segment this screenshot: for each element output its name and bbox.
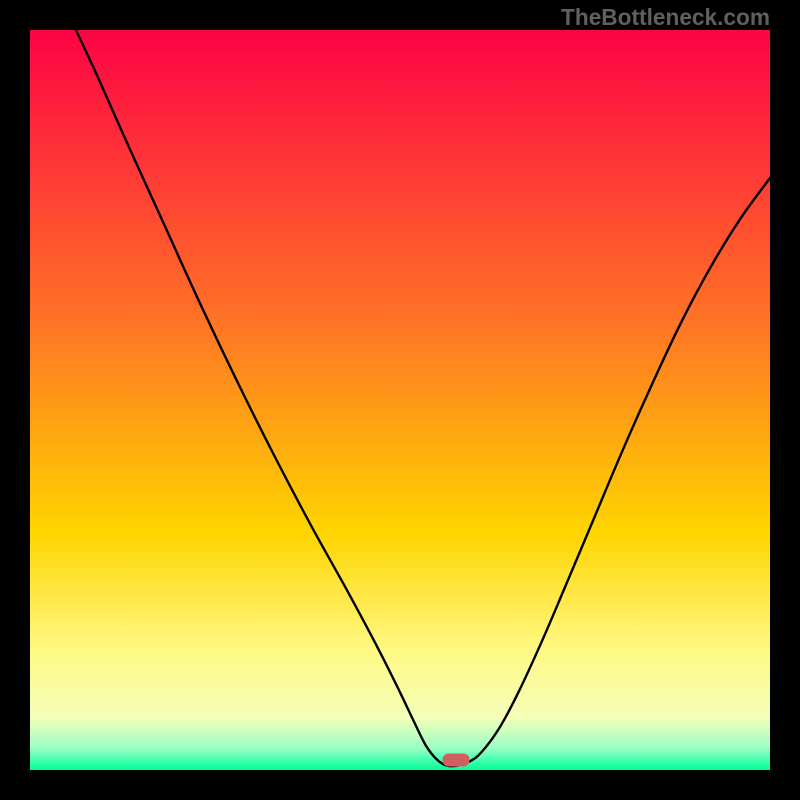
plot-area (30, 30, 770, 770)
chart-stage: TheBottleneck.com (0, 0, 800, 800)
min-marker (442, 753, 469, 766)
watermark-text: TheBottleneck.com (561, 4, 770, 31)
bottleneck-curve (30, 30, 770, 770)
min-marker-rect (442, 753, 469, 766)
curve-path (76, 30, 770, 766)
